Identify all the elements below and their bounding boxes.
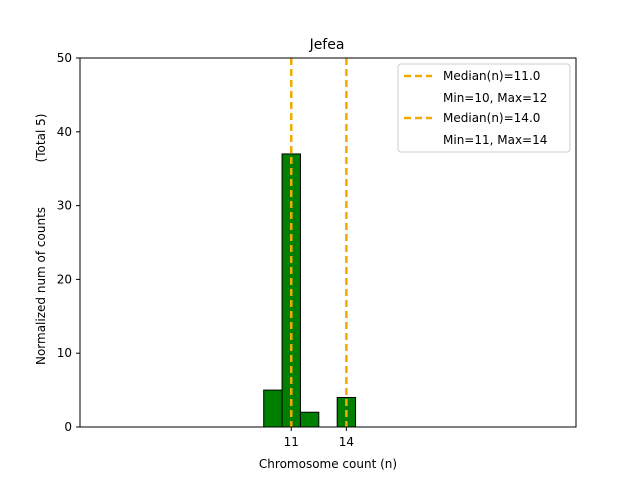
x-tick-label: 11 [284,435,299,449]
y-tick-label: 40 [57,125,72,139]
y-tick-label: 10 [57,346,72,360]
x-axis-title: Chromosome count (n) [259,457,397,471]
histogram-bar [263,389,283,428]
bars-group [263,153,357,428]
y-tick-label: 50 [57,51,72,65]
x-axis-ticks: 11 14 [284,427,354,449]
plot-area-frame [79,57,577,428]
histogram-bar [299,411,320,428]
y-axis-ticks: 0 10 20 30 40 50 [57,51,80,434]
y-tick-label: 20 [57,272,72,286]
legend-label-range-1: Min=10, Max=12 [443,91,547,105]
reference-lines-group [290,58,348,427]
legend-box [397,63,571,153]
x-tick-label: 14 [339,435,354,449]
legend-label-median-2: Median(n)=14.0 [443,111,540,125]
y-axis-title: Normalized num of counts [34,207,48,365]
y-tick-label: 0 [64,420,72,434]
chart-title: Jefea [309,37,345,53]
legend: Median(n)=11.0 Min=10, Max=12 Median(n)=… [397,63,571,153]
legend-label-median-1: Median(n)=11.0 [443,69,540,83]
legend-label-range-2: Min=11, Max=14 [443,133,547,147]
y-tick-label: 30 [57,199,72,213]
y-axis-subtitle: (Total 5) [34,114,48,163]
